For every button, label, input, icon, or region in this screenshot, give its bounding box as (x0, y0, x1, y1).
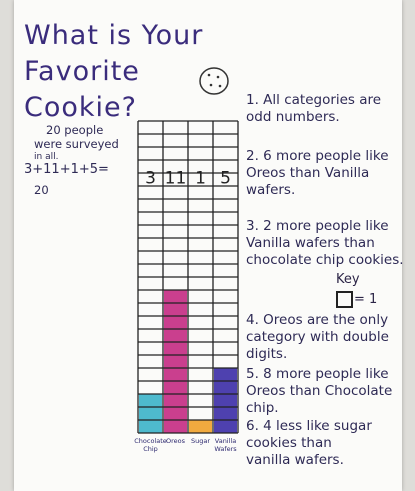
x-tick-label: Oreos (166, 437, 186, 445)
statement: 4. Oreos are the only category with doub… (246, 312, 389, 362)
value-label: 5 (220, 168, 231, 188)
statement: 2. 6 more people like Oreos than Vanilla… (246, 148, 389, 198)
statement: 6. 4 less like sugar cookies than vanill… (246, 418, 372, 468)
statement: 1. All categories are odd numbers. (246, 92, 382, 125)
note: were surveyed (34, 137, 119, 151)
x-tick-label: Sugar (191, 437, 210, 445)
bar (164, 290, 187, 433)
note: in all. (34, 152, 59, 162)
value-label: 1 (195, 168, 206, 188)
note: 20 people (46, 123, 104, 137)
value-label: 11 (165, 168, 187, 188)
chart-paper (14, 0, 402, 491)
note: 20 (34, 183, 49, 197)
cookie-drawing (199, 67, 229, 95)
chart-title: What is Your Favorite Cookie? (24, 20, 204, 123)
key-box (336, 291, 353, 308)
bar (139, 394, 162, 433)
key-label: = 1 (354, 292, 378, 307)
bar (214, 368, 237, 433)
statement: 5. 8 more people like Oreos than Chocola… (246, 366, 393, 416)
bar (189, 420, 212, 433)
statement: 3. 2 more people like Vanilla wafers tha… (246, 218, 404, 268)
key-title: Key (336, 272, 360, 287)
x-tick-label: Vanilla Wafers (214, 437, 237, 453)
note: 3+11+1+5= (24, 162, 109, 177)
value-label: 3 (145, 168, 156, 188)
x-tick-label: Chocolate Chip (134, 437, 167, 453)
